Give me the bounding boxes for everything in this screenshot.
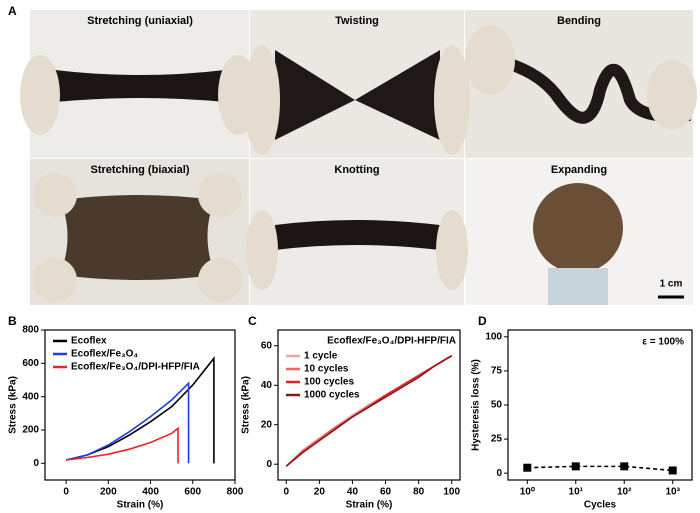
y-axis-label: Stress (kPa) [241, 376, 252, 434]
sample [55, 70, 225, 102]
glove [436, 210, 468, 290]
series-line [65, 381, 190, 464]
x-tick-label: 20 [314, 487, 326, 498]
marker [620, 462, 629, 471]
series-line [285, 354, 453, 467]
photo-label: Bending [557, 15, 601, 27]
panel-label: A [8, 4, 17, 18]
glove [434, 45, 470, 155]
y-tick-label: 800 [22, 325, 39, 336]
glove [198, 258, 242, 302]
legend-title: Ecoflex/Fe₃O₄/DPI-HFP/FIA [327, 336, 456, 347]
x-tick-label: 10¹ [569, 487, 584, 498]
x-tick-label: 0 [283, 487, 289, 498]
x-tick-label: 600 [184, 487, 201, 498]
x-axis-label: Cycles [584, 500, 617, 511]
knot [341, 220, 373, 244]
photo-label: Expanding [551, 164, 607, 176]
y-axis-label: Stress (kPa) [8, 376, 19, 434]
y-tick-label: 25 [491, 434, 503, 445]
x-tick-label: 800 [227, 487, 244, 498]
annotation: ε = 100% [642, 337, 684, 348]
scale-label: 1 cm [660, 279, 683, 290]
balloon [533, 183, 623, 273]
panel-label: C [248, 314, 257, 328]
y-tick-label: 0 [496, 468, 502, 479]
photo-label: Stretching (uniaxial) [87, 15, 193, 27]
y-tick-label: 75 [491, 366, 503, 377]
series-line [66, 426, 179, 464]
series-line [65, 356, 215, 464]
photo-grid: 1 cm Stretching (uniaxial) Twisting Bend… [8, 4, 697, 305]
y-tick-label: 200 [22, 425, 39, 436]
x-tick-label: 10³ [665, 487, 680, 498]
marker [668, 466, 677, 475]
glove [33, 258, 77, 302]
legend-label: 1 cycle [304, 351, 338, 362]
x-tick-label: 0 [63, 487, 69, 498]
y-tick-label: 20 [261, 419, 273, 430]
y-tick-label: 400 [22, 391, 39, 402]
glove [246, 210, 278, 290]
plot-frame [44, 329, 236, 481]
legend-label: 100 cycles [304, 377, 354, 388]
y-tick-label: 50 [491, 400, 503, 411]
x-axis-label: Strain (%) [346, 500, 393, 511]
y-tick-label: 600 [22, 358, 39, 369]
x-tick-label: 100 [443, 487, 460, 498]
y-tick-label: 60 [261, 340, 273, 351]
sample [275, 50, 440, 140]
photo-label: Knotting [334, 164, 379, 176]
legend-label: 1000 cycles [304, 390, 360, 401]
photo-label: Twisting [335, 15, 379, 27]
sample [60, 195, 215, 280]
x-tick-label: 60 [380, 487, 392, 498]
plot-frame [277, 329, 461, 481]
glove [465, 25, 515, 95]
x-tick-label: 10⁰ [520, 487, 535, 498]
x-axis-label: Strain (%) [117, 500, 164, 511]
glove [198, 173, 242, 217]
panel-label: D [478, 314, 487, 328]
x-tick-label: 200 [100, 487, 117, 498]
legend-label: 10 cycles [304, 364, 349, 375]
marker [523, 463, 532, 472]
legend-label: Ecoflex/Fe₃O₄ [71, 349, 138, 360]
x-tick-label: 80 [413, 487, 425, 498]
series-line [527, 465, 673, 472]
plot-frame [507, 329, 693, 481]
glove [33, 173, 77, 217]
sample [493, 54, 691, 124]
legend-label: Ecoflex/Fe₃O₄/DPI-HFP/FIA [71, 362, 200, 373]
y-tick-label: 40 [261, 380, 273, 391]
glove [647, 60, 697, 130]
x-tick-label: 400 [142, 487, 159, 498]
x-tick-label: 40 [347, 487, 359, 498]
photo-label: Stretching (biaxial) [90, 164, 189, 176]
y-tick-label: 0 [266, 459, 272, 470]
marker [571, 462, 580, 471]
tube [548, 268, 608, 305]
y-axis-label: Hysteresis loss (%) [471, 359, 482, 451]
legend-label: Ecoflex [71, 336, 107, 347]
y-tick-label: 100 [485, 331, 502, 342]
glove [20, 55, 60, 135]
y-tick-label: 0 [33, 458, 39, 469]
x-tick-label: 10² [617, 487, 632, 498]
glove [244, 45, 280, 155]
panel-label: B [8, 314, 17, 328]
